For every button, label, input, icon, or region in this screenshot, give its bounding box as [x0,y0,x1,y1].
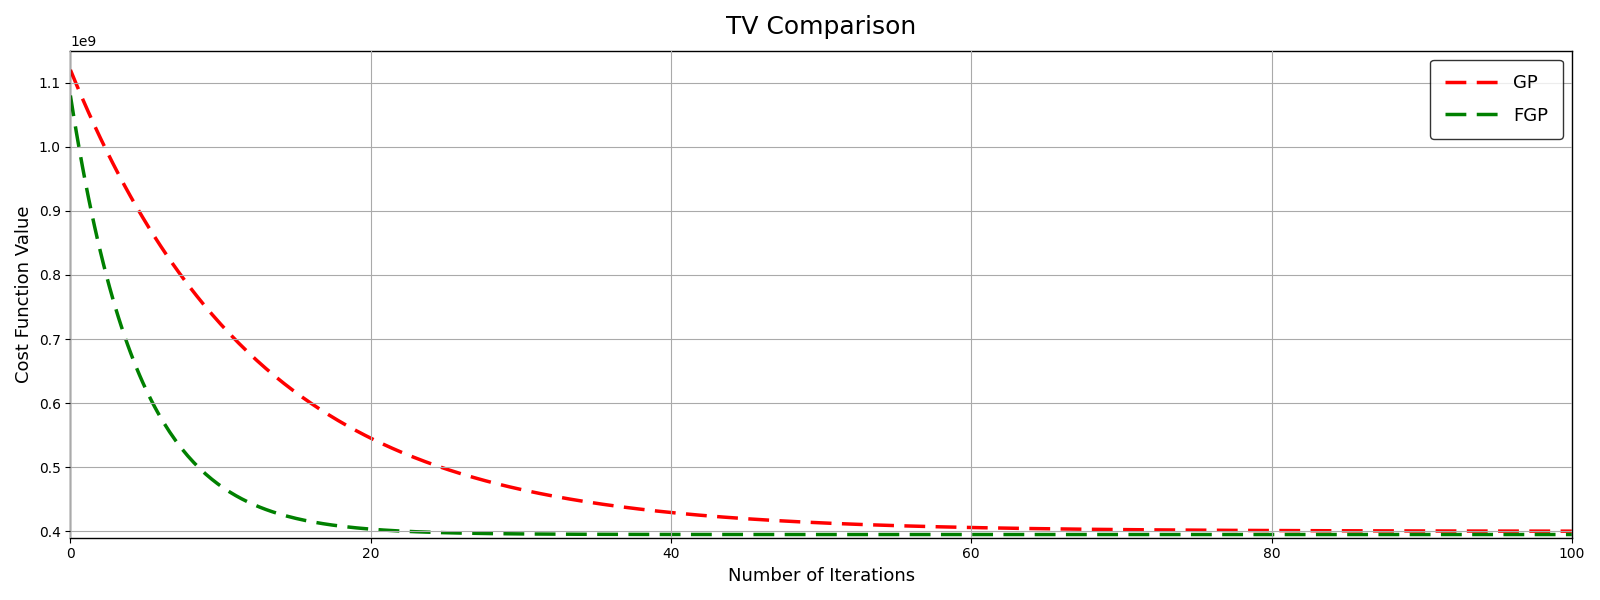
FGP [1291,531,1310,538]
Legend: GP, FGP: GP, FGP [1430,59,1563,139]
GP [61,66,80,73]
Line: FGP: FGP [70,95,1571,535]
GP [874,521,893,529]
FGP [874,531,893,538]
Title: TV Comparison: TV Comparison [726,15,917,39]
GP [1526,527,1546,535]
Line: GP: GP [70,70,1571,531]
FGP [1562,531,1581,538]
Y-axis label: Cost Function Value: Cost Function Value [14,205,34,383]
GP [782,518,802,525]
GP [1291,527,1310,534]
FGP [774,531,794,538]
GP [1562,527,1581,535]
FGP [61,92,80,99]
FGP [955,531,974,538]
GP [774,517,794,524]
FGP [782,531,802,538]
FGP [1526,531,1546,538]
X-axis label: Number of Iterations: Number of Iterations [728,567,915,585]
GP [955,524,974,531]
